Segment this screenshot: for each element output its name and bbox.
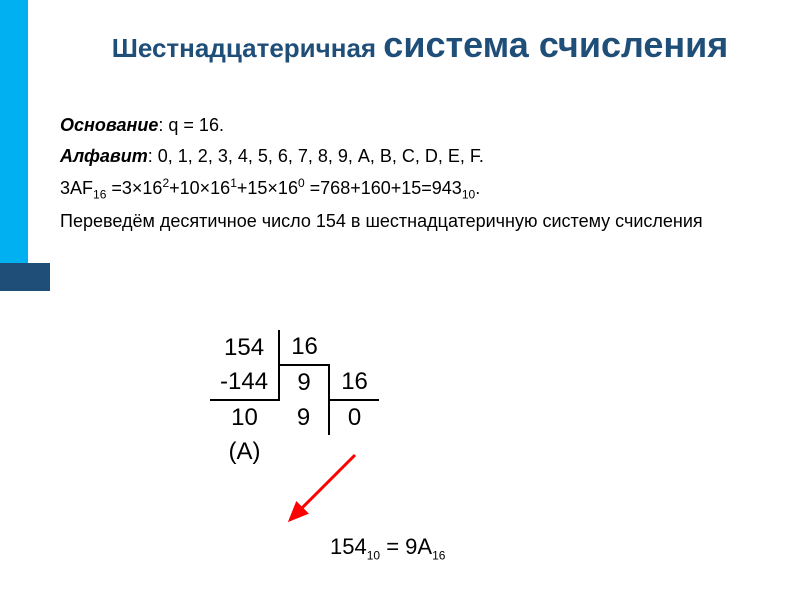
table-row: 10 9 0 (210, 400, 379, 435)
cell: 154 (210, 330, 279, 365)
long-division: 154 16 -144 9 16 10 9 0 (A) (210, 330, 379, 469)
res-lhs: 154 (330, 534, 367, 559)
division-table: 154 16 -144 9 16 10 9 0 (A) (210, 330, 379, 469)
arrow-icon (275, 450, 365, 530)
res-rhs-sub: 16 (432, 548, 445, 562)
ex-sub1: 16 (93, 188, 106, 202)
decorative-stripe-top (0, 0, 28, 266)
decorative-stripe-bottom (0, 263, 50, 291)
cell: 9 (279, 400, 329, 435)
table-row: 154 16 (210, 330, 379, 365)
result-line: 15410 = 9A16 (330, 534, 445, 562)
alphabet-text: : 0, 1, 2, 3, 4, 5, 6, 7, 8, 9, A, B, C,… (148, 146, 484, 166)
task-line: Переведём десятичное число 154 в шестнад… (60, 208, 760, 235)
ex-m4: =768+160+15=943 (305, 178, 462, 198)
cell: 9 (279, 365, 329, 400)
cell: -144 (210, 365, 279, 400)
alphabet-label: Алфавит (60, 146, 148, 166)
ex-m2: +10×16 (169, 178, 230, 198)
ex-m3: +15×16 (237, 178, 298, 198)
title-big: система счисления (383, 24, 728, 65)
res-lhs-sub: 10 (367, 548, 380, 562)
alphabet-line: Алфавит: 0, 1, 2, 3, 4, 5, 6, 7, 8, 9, A… (60, 143, 760, 170)
cell: 10 (210, 400, 279, 435)
page-title: Шестнадцатеричная система счисления (80, 24, 760, 65)
ex-end: . (475, 178, 480, 198)
cell: 0 (329, 400, 379, 435)
ex-sup2: 1 (230, 176, 237, 190)
ex-sup3: 0 (298, 176, 305, 190)
res-eq: = 9A (380, 534, 432, 559)
title-small: Шестнадцатеричная (112, 33, 384, 63)
cell: 16 (329, 365, 379, 400)
ex-prefix: 3AF (60, 178, 93, 198)
cell: 16 (279, 330, 329, 365)
ex-m1: =3×16 (106, 178, 162, 198)
cell (329, 330, 379, 365)
base-line: Основание: q = 16. (60, 112, 760, 139)
cell: (A) (210, 435, 279, 469)
example-line: 3AF16 =3×162+10×161+15×160 =768+160+15=9… (60, 174, 760, 204)
base-text: : q = 16. (158, 115, 224, 135)
ex-sub2: 10 (462, 188, 475, 202)
table-row: -144 9 16 (210, 365, 379, 400)
base-label: Основание (60, 115, 158, 135)
content-block: Основание: q = 16. Алфавит: 0, 1, 2, 3, … (60, 112, 760, 239)
